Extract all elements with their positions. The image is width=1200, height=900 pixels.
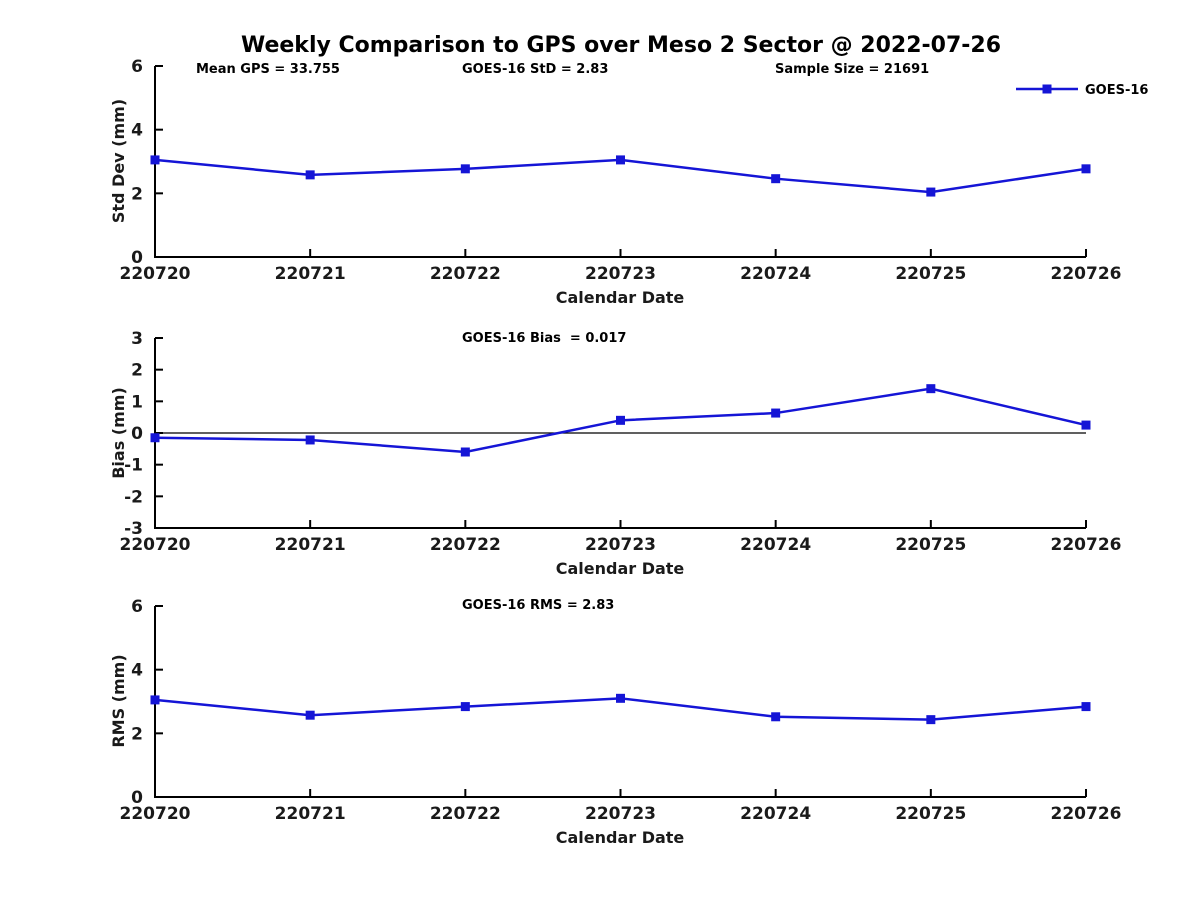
- y-tick-label: 0: [131, 248, 143, 268]
- x-tick-label: 220722: [430, 804, 501, 824]
- legend-marker-icon: [1042, 84, 1052, 94]
- subplot-stddev: 0 2 4 6 220720 220721 220722 220723 220724 220725…: [109, 57, 1148, 307]
- data-point-marker: [616, 415, 625, 425]
- data-point-marker: [305, 710, 315, 720]
- annotation-goes16-bias: GOES-16 Bias = 0.017: [462, 331, 626, 346]
- data-point-marker: [926, 715, 936, 725]
- data-point-marker: [771, 712, 781, 722]
- data-point-marker: [771, 408, 781, 418]
- data-point-marker: [771, 174, 781, 184]
- x-tick-label: 220726: [1051, 264, 1122, 284]
- x-tick-label: 220721: [275, 264, 346, 284]
- y-tick-label: -2: [124, 487, 143, 507]
- data-point-marker: [460, 164, 470, 174]
- y-axis-label-rms: RMS (mm): [109, 654, 128, 747]
- y-tick-label: 6: [131, 57, 143, 77]
- x-tick-label: 220720: [120, 535, 191, 555]
- series-line-goes-16: [154, 158, 1087, 194]
- y-tick-label: 3: [131, 329, 143, 349]
- subplot-bias: -3 -2 -1 0 1 2 3 220720 220721 220722 220723 220724…: [109, 329, 1121, 578]
- y-tick-label: -3: [124, 519, 143, 539]
- legend: GOES-16: [1016, 83, 1148, 98]
- data-point-marker: [150, 433, 160, 443]
- data-point-marker: [1081, 420, 1091, 430]
- x-tick-label: 220725: [895, 264, 966, 284]
- y-tick-label: 2: [131, 724, 143, 744]
- data-point-marker: [460, 702, 470, 712]
- data-point-marker: [1081, 164, 1091, 174]
- data-point-marker: [926, 187, 936, 197]
- x-tick-label: 220722: [430, 264, 501, 284]
- data-point-marker: [926, 384, 936, 394]
- x-tick-label: 220720: [120, 804, 191, 824]
- subplot-rms: 0 2 4 6 220720 220721 220722 220723 220724 220725…: [109, 597, 1121, 847]
- x-tick-label: 220723: [585, 804, 656, 824]
- y-tick-label: 1: [131, 392, 143, 412]
- data-point-marker: [460, 447, 470, 457]
- x-tick-label: 220723: [585, 535, 656, 555]
- y-axis-label-bias: Bias (mm): [109, 387, 128, 479]
- y-tick-label: 0: [131, 788, 143, 808]
- x-tick-label: 220724: [740, 804, 811, 824]
- y-tick-label: -1: [124, 456, 143, 476]
- data-point-marker: [150, 155, 160, 165]
- x-tick-label: 220721: [275, 804, 346, 824]
- y-axis-label-stddev: Std Dev (mm): [109, 99, 128, 223]
- x-tick-label: 220726: [1051, 804, 1122, 824]
- figure-title: Weekly Comparison to GPS over Meso 2 Sec…: [241, 33, 1001, 58]
- y-tick-label: 0: [131, 424, 143, 444]
- y-tick-label: 6: [131, 597, 143, 617]
- legend-label-goes16: GOES-16: [1085, 83, 1148, 98]
- annotation-goes16-rms: GOES-16 RMS = 2.83: [462, 598, 614, 613]
- data-point-marker: [305, 170, 315, 180]
- x-axis-label-stddev: Calendar Date: [556, 288, 685, 307]
- data-point-marker: [150, 695, 160, 705]
- x-axis-label-rms: Calendar Date: [556, 828, 685, 847]
- x-tick-label: 220726: [1051, 535, 1122, 555]
- y-tick-label: 2: [131, 361, 143, 381]
- annotation-sample-size: Sample Size = 21691: [775, 62, 929, 77]
- y-tick-label: 4: [131, 121, 143, 141]
- x-tick-label: 220724: [740, 264, 811, 284]
- x-tick-label: 220725: [895, 535, 966, 555]
- data-point-marker: [1081, 702, 1091, 712]
- x-tick-label: 220720: [120, 264, 191, 284]
- x-tick-label: 220725: [895, 804, 966, 824]
- y-tick-label: 4: [131, 661, 143, 681]
- y-tick-label: 2: [131, 184, 143, 204]
- annotation-goes16-std: GOES-16 StD = 2.83: [462, 62, 608, 77]
- annotation-mean-gps: Mean GPS = 33.755: [196, 62, 340, 77]
- data-point-marker: [616, 155, 625, 165]
- data-point-marker: [305, 435, 315, 445]
- data-point-marker: [616, 693, 625, 703]
- x-tick-label: 220721: [275, 535, 346, 555]
- x-axis-label-bias: Calendar Date: [556, 559, 685, 578]
- x-tick-label: 220724: [740, 535, 811, 555]
- x-tick-label: 220723: [585, 264, 656, 284]
- x-tick-label: 220722: [430, 535, 501, 555]
